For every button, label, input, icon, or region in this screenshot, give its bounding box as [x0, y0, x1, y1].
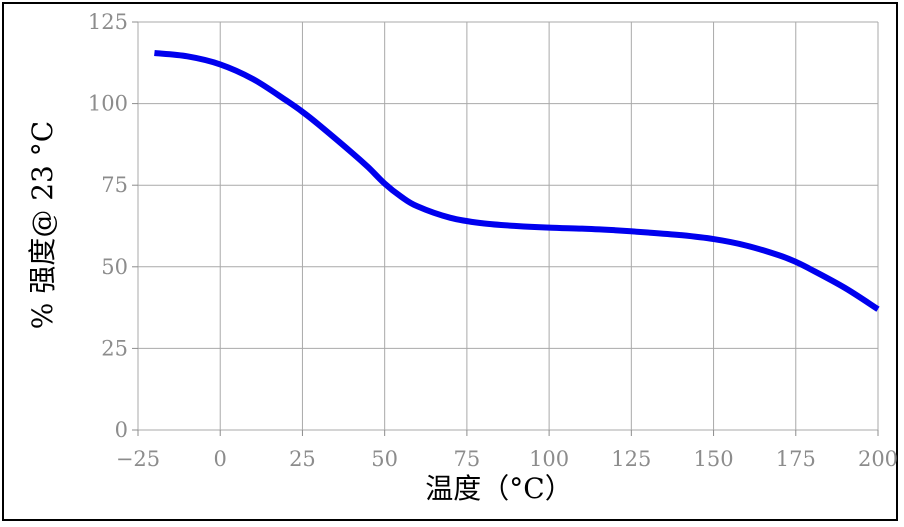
y-axis-ticks: 0 25 50 75 100 125 — [88, 10, 138, 442]
y-tick-label: 25 — [101, 336, 128, 360]
x-tick-label: 200 — [858, 447, 898, 471]
y-tick-label: 75 — [101, 173, 128, 197]
series-layer — [154, 50, 880, 312]
y-tick-label: 0 — [115, 418, 128, 442]
x-axis-title: 温度（°C） — [425, 472, 572, 505]
grid — [137, 21, 879, 431]
x-tick-label: 100 — [529, 447, 569, 471]
x-tick-label: 75 — [454, 447, 481, 471]
x-axis-ticks: −25 0 25 50 75 100 125 150 175 200 — [116, 430, 898, 471]
x-tick-label: 150 — [694, 447, 734, 471]
y-tick-label: 100 — [88, 92, 128, 116]
y-tick-label: 50 — [101, 255, 128, 279]
y-axis-title: % 强度@ 23 °C — [26, 121, 59, 329]
x-tick-label: 25 — [289, 447, 316, 471]
x-tick-label: 175 — [776, 447, 816, 471]
x-tick-label: 50 — [371, 447, 398, 471]
y-tick-label: 125 — [88, 10, 128, 34]
x-tick-label: 125 — [611, 447, 651, 471]
x-tick-label: 0 — [214, 447, 227, 471]
x-tick-label: −25 — [116, 447, 160, 471]
chart-frame — [2, 2, 898, 521]
series-line — [154, 50, 880, 312]
